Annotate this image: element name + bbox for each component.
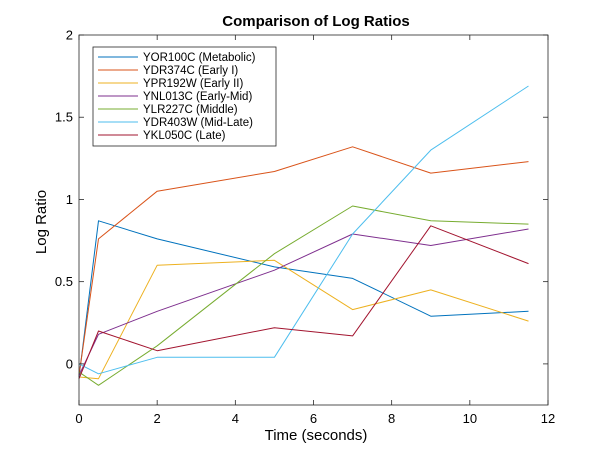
x-tick-label: 4 xyxy=(232,411,239,426)
y-tick-label: 0.5 xyxy=(55,274,73,289)
chart-title: Comparison of Log Ratios xyxy=(222,13,410,30)
legend-label-5: YLR227C (Middle) xyxy=(143,104,238,116)
series-line-4 xyxy=(78,228,529,376)
legend-label-2: YDR374C (Early I) xyxy=(143,65,238,77)
legend-label-3: YPR192W (Early II) xyxy=(143,78,243,90)
x-tick-label: 8 xyxy=(388,411,395,426)
series-line-6 xyxy=(78,85,529,375)
legend-label-1: YOR100C (Metabolic) xyxy=(143,52,256,64)
x-tick-label: 2 xyxy=(154,411,161,426)
x-axis-label: Time (seconds) xyxy=(265,427,368,444)
x-tick-label: 10 xyxy=(463,411,477,426)
x-tick-label: 0 xyxy=(75,411,82,426)
y-tick-label: 1 xyxy=(66,192,73,207)
legend-label-4: YNL013C (Early-Mid) xyxy=(143,91,252,103)
series-line-5 xyxy=(78,205,529,386)
legend-label-6: YDR403W (Mid-Late) xyxy=(143,117,253,129)
series-line-1 xyxy=(78,220,529,378)
legend: YOR100C (Metabolic)YDR374C (Early I)YPR1… xyxy=(92,46,277,147)
y-tick-label: 0 xyxy=(66,356,73,371)
series-layer xyxy=(78,85,529,386)
y-tick-label: 1.5 xyxy=(55,110,73,125)
series-line-7 xyxy=(78,225,529,379)
series-line-2 xyxy=(78,146,529,376)
x-tick-label: 6 xyxy=(310,411,317,426)
y-tick-label: 2 xyxy=(66,28,73,43)
x-tick-label: 12 xyxy=(541,411,555,426)
axes-layer: 0 2 4 6 8 10 12 0 0.5 1 1.5 2 xyxy=(55,28,555,427)
y-axis-label: Log Ratio xyxy=(33,190,50,254)
legend-label-7: YKL050C (Late) xyxy=(143,130,226,142)
series-line-3 xyxy=(78,259,529,380)
